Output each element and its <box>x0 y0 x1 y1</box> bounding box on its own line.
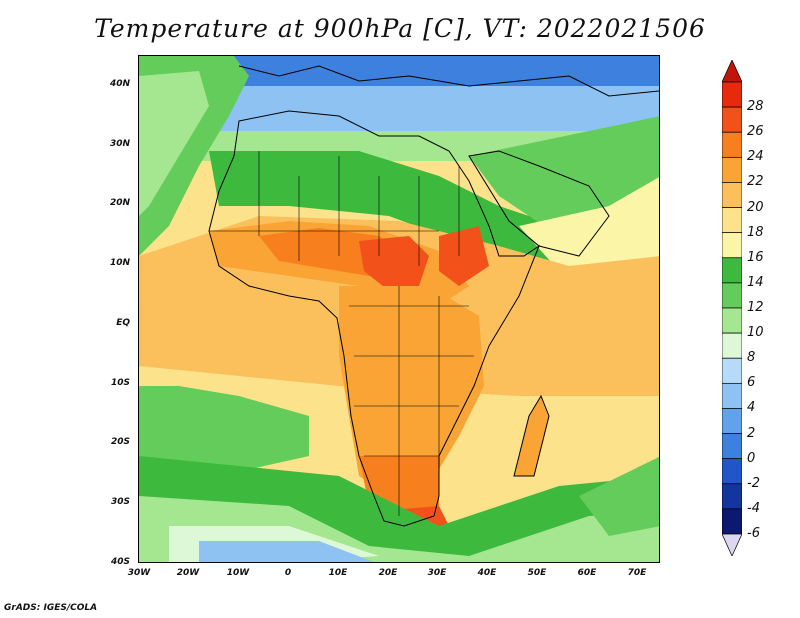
indian-ocean-green <box>579 456 659 536</box>
colorbar-label: 18 <box>747 224 764 240</box>
colorbar-box <box>722 483 742 510</box>
colorbar-box <box>722 81 742 108</box>
central-hot <box>359 236 429 291</box>
lon-label-30e: 30E <box>427 568 447 578</box>
lon-label-10w: 10W <box>226 568 250 578</box>
colorbar-box <box>722 433 742 460</box>
map-title: Temperature at 900hPa [C], VT: 202202150… <box>94 14 706 43</box>
colorbar-box <box>722 156 742 183</box>
lat-label-20s: 20S <box>110 437 130 447</box>
country-borders <box>209 151 474 516</box>
lon-label-50e: 50E <box>527 568 547 578</box>
colorbar-label: 12 <box>747 300 764 315</box>
colorbar-label: 16 <box>747 249 764 265</box>
colorbar-box <box>722 332 742 359</box>
lon-label-20e: 20E <box>378 568 398 578</box>
colorbar-bottom-arrow <box>722 533 742 556</box>
europe-coastline <box>238 65 659 97</box>
colorbar-label: 0 <box>747 450 756 466</box>
colorbar-box <box>722 357 742 384</box>
colorbar-box <box>722 182 742 208</box>
colorbar-box <box>722 131 742 158</box>
lon-label-20w: 20W <box>176 568 200 578</box>
colorbar-box <box>722 382 742 409</box>
north-atlantic-light <box>139 71 209 216</box>
lat-label-10n: 10N <box>109 258 130 268</box>
colorbar-label: 20 <box>747 199 764 215</box>
madagascar <box>514 396 549 476</box>
colorbar-box <box>722 282 742 309</box>
arabia-yellow <box>519 177 659 271</box>
arabia-coastline <box>468 150 610 257</box>
colorbar-box <box>722 257 742 284</box>
colorbar-label: 26 <box>747 124 764 140</box>
lat-label-eq: EQ <box>116 318 130 328</box>
eastern-hot <box>439 226 489 286</box>
colorbar-label: -6 <box>747 526 760 541</box>
temperature-map <box>138 55 660 563</box>
lon-label-10e: 10E <box>328 568 348 578</box>
colorbar-box <box>722 232 742 259</box>
colorbar-box <box>722 508 742 535</box>
central-africa <box>339 286 484 496</box>
lat-label-30s: 30S <box>110 497 130 507</box>
colorbar-box <box>722 408 742 434</box>
south-atlantic-green <box>139 386 309 476</box>
lat-label-40s: 40S <box>110 557 130 567</box>
colorbar-label: 28 <box>747 99 764 115</box>
colorbar-label: 24 <box>747 149 764 165</box>
lon-label-40e: 40E <box>477 568 497 578</box>
colorbar-label: 6 <box>747 375 756 391</box>
colorbar-label: 8 <box>747 350 756 366</box>
colorbar-label: 2 <box>747 425 756 441</box>
colorbar <box>722 60 742 556</box>
colorbar-box <box>722 207 742 234</box>
south-cold-blue <box>199 541 374 562</box>
colorbar-label: 4 <box>747 400 756 416</box>
colorbar-label: 14 <box>747 274 764 290</box>
colorbar-label: -2 <box>747 475 760 491</box>
lon-label-30w: 30W <box>127 568 151 578</box>
lat-label-30n: 30N <box>109 139 130 149</box>
colorbar-label: 10 <box>747 325 764 341</box>
colorbar-top-arrow <box>722 60 742 83</box>
lon-label-70e: 70E <box>627 568 647 578</box>
lat-label-10s: 10S <box>110 378 130 388</box>
colorbar-label: -4 <box>747 500 760 516</box>
lat-label-20n: 20N <box>109 198 130 208</box>
colorbar-box <box>722 106 742 133</box>
madagascar-coast <box>513 394 550 477</box>
lat-label-40n: 40N <box>109 79 130 89</box>
lon-label-60e: 60E <box>577 568 597 578</box>
colorbar-box <box>722 458 742 485</box>
africa-coastline <box>208 110 541 527</box>
lon-label-0: 0 <box>284 568 292 578</box>
grads-credit: GrADS: IGES/COLA <box>4 603 98 613</box>
colorbar-box <box>722 307 742 334</box>
colorbar-label: 22 <box>747 174 764 190</box>
